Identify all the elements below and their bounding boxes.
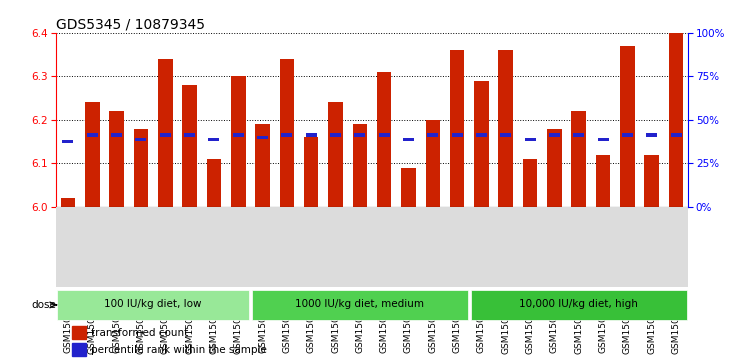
- Bar: [452, 134, 463, 136]
- Bar: [474, 81, 489, 207]
- Bar: [670, 134, 682, 136]
- Bar: [306, 134, 317, 136]
- Bar: [379, 134, 390, 136]
- Bar: [547, 129, 562, 207]
- Bar: [109, 111, 124, 207]
- Bar: [596, 155, 610, 207]
- Bar: [207, 159, 221, 207]
- Bar: [427, 134, 438, 136]
- Bar: [622, 134, 633, 136]
- Bar: [574, 134, 584, 136]
- Bar: [233, 134, 244, 136]
- Bar: [644, 155, 659, 207]
- Bar: [87, 134, 97, 136]
- Bar: [328, 102, 343, 207]
- Bar: [160, 134, 170, 136]
- Bar: [620, 46, 635, 207]
- Bar: [208, 138, 219, 141]
- Bar: [231, 76, 246, 207]
- Bar: [647, 134, 657, 136]
- Bar: [401, 168, 416, 207]
- Text: 1000 IU/kg diet, medium: 1000 IU/kg diet, medium: [295, 299, 424, 309]
- Bar: [182, 85, 197, 207]
- Bar: [498, 50, 513, 207]
- Bar: [669, 33, 683, 207]
- Bar: [549, 134, 560, 136]
- Bar: [134, 129, 148, 207]
- Bar: [377, 72, 391, 207]
- Text: transformed count: transformed count: [91, 327, 187, 338]
- Bar: [280, 59, 294, 207]
- FancyBboxPatch shape: [57, 290, 249, 319]
- Bar: [71, 343, 86, 356]
- Text: 100 IU/kg diet, low: 100 IU/kg diet, low: [104, 299, 202, 309]
- Bar: [257, 136, 268, 139]
- Bar: [523, 159, 537, 207]
- Bar: [184, 134, 195, 136]
- Text: GDS5345 / 10879345: GDS5345 / 10879345: [56, 17, 205, 32]
- Bar: [281, 134, 292, 136]
- Bar: [476, 134, 487, 136]
- Bar: [85, 102, 100, 207]
- Bar: [71, 326, 86, 339]
- Bar: [353, 124, 367, 207]
- Bar: [111, 134, 122, 136]
- Bar: [597, 138, 609, 141]
- Text: 10,000 IU/kg diet, high: 10,000 IU/kg diet, high: [519, 299, 638, 309]
- FancyBboxPatch shape: [251, 290, 468, 319]
- Bar: [62, 140, 74, 143]
- Bar: [61, 198, 75, 207]
- Text: dose: dose: [31, 300, 56, 310]
- Bar: [158, 59, 173, 207]
- Text: percentile rank within the sample: percentile rank within the sample: [91, 344, 266, 355]
- Bar: [426, 120, 440, 207]
- Bar: [304, 137, 318, 207]
- Bar: [330, 134, 341, 136]
- Bar: [571, 111, 586, 207]
- Bar: [403, 138, 414, 141]
- Bar: [135, 138, 147, 141]
- Bar: [354, 134, 365, 136]
- Bar: [525, 138, 536, 141]
- FancyBboxPatch shape: [470, 290, 687, 319]
- Bar: [450, 50, 464, 207]
- Bar: [255, 124, 270, 207]
- Bar: [500, 134, 511, 136]
